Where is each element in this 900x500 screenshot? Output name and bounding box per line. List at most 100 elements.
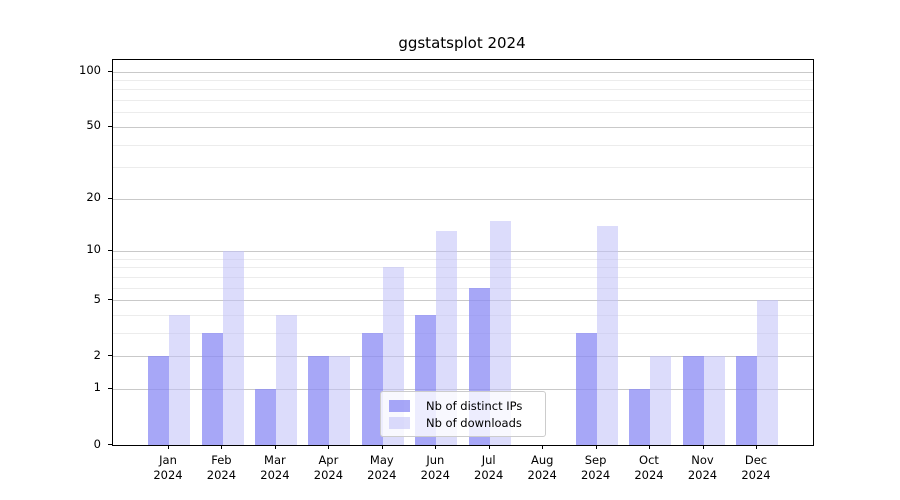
y-axis-tick (108, 70, 112, 72)
bar-distinct-ips (254, 388, 276, 445)
chart-title: ggstatsplot 2024 (398, 34, 526, 52)
y-axis-tick-label: 20 (86, 190, 101, 205)
x-tick-month: Oct (639, 453, 659, 467)
bar-downloads (757, 300, 778, 445)
x-axis-tick-label: Jul 2024 (457, 453, 521, 483)
x-axis-tick (595, 445, 597, 449)
bar-distinct-ips (575, 332, 597, 445)
minor-gridline (113, 89, 813, 91)
y-axis-tick-label: 2 (93, 347, 101, 362)
x-tick-month: May (369, 453, 394, 467)
x-tick-year: 2024 (741, 468, 771, 482)
minor-gridline (113, 144, 813, 146)
minor-gridline (113, 100, 813, 101)
y-axis-tick (108, 125, 112, 127)
bar-downloads (169, 314, 190, 445)
legend-swatch-distinct-ips (389, 399, 410, 412)
x-axis-tick (221, 445, 223, 449)
x-tick-month: Jan (159, 453, 177, 467)
x-axis-tick-label: Jun 2024 (403, 453, 467, 483)
legend-swatch-downloads (389, 416, 410, 429)
y-axis-tick-label: 100 (79, 63, 101, 77)
x-axis-tick-label: Aug 2024 (510, 453, 574, 483)
x-tick-month: Jun (426, 453, 445, 467)
x-tick-year: 2024 (634, 468, 664, 482)
y-axis-tick (108, 355, 112, 357)
y-axis-tick-label: 10 (86, 242, 101, 257)
legend-item-distinct-ips: Nb of distinct IPs (389, 399, 537, 413)
x-axis-tick (435, 445, 437, 449)
y-axis-tick-label: 1 (93, 380, 101, 395)
minor-gridline (113, 332, 813, 334)
x-tick-year: 2024 (367, 468, 397, 482)
x-tick-year: 2024 (420, 468, 450, 482)
minor-gridline (113, 276, 813, 278)
bar-distinct-ips (629, 388, 650, 445)
x-axis-tick-label: May 2024 (350, 453, 414, 483)
x-tick-year: 2024 (313, 468, 344, 482)
bar-distinct-ips (308, 356, 330, 445)
x-axis-tick (381, 445, 383, 449)
x-axis-tick-label: Oct 2024 (617, 453, 681, 483)
x-tick-year: 2024 (580, 468, 611, 482)
x-axis-tick-label: Jan 2024 (136, 453, 200, 483)
bar-distinct-ips (148, 356, 169, 445)
bar-downloads (222, 250, 244, 445)
x-tick-year: 2024 (153, 468, 183, 482)
bar-downloads (275, 314, 297, 445)
x-axis-tick (168, 445, 169, 449)
bar-distinct-ips (201, 332, 223, 445)
y-axis-tick (108, 197, 112, 199)
x-tick-month: Dec (744, 453, 768, 467)
bar-distinct-ips (736, 356, 757, 445)
bar-downloads (489, 220, 511, 445)
legend-item-downloads: Nb of downloads (389, 416, 537, 430)
major-gridline (113, 126, 813, 128)
x-axis-tick (274, 445, 276, 449)
major-gridline (113, 250, 813, 252)
minor-gridline (113, 287, 813, 289)
legend-label-downloads: Nb of downloads (426, 415, 522, 430)
legend-label-distinct-ips: Nb of distinct IPs (426, 398, 523, 413)
x-tick-month: Aug (530, 453, 554, 467)
x-axis-tick (649, 445, 650, 449)
y-axis-tick (108, 387, 112, 389)
y-axis-tick (108, 249, 112, 251)
bar-distinct-ips (682, 356, 704, 445)
minor-gridline (113, 112, 813, 114)
bar-downloads (329, 356, 351, 445)
minor-gridline (113, 79, 813, 81)
major-gridline (113, 388, 813, 390)
x-tick-year: 2024 (474, 468, 504, 482)
x-axis-tick-label: Dec 2024 (724, 453, 788, 483)
x-axis-tick (328, 445, 330, 449)
x-tick-month: Sep (584, 453, 607, 467)
x-axis-tick (488, 445, 490, 449)
y-axis-tick (108, 444, 112, 445)
y-axis-tick-label: 0 (93, 436, 101, 451)
x-axis-tick (702, 445, 704, 449)
x-axis-tick (542, 445, 544, 449)
x-axis-tick (756, 445, 757, 449)
x-tick-month: Jul (481, 453, 496, 467)
minor-gridline (113, 167, 813, 169)
x-tick-year: 2024 (206, 468, 237, 482)
x-axis-tick-label: Sep 2024 (564, 453, 628, 483)
major-gridline (113, 71, 813, 73)
x-tick-month: Feb (211, 453, 232, 467)
x-tick-year: 2024 (527, 468, 557, 482)
minor-gridline (113, 314, 813, 316)
x-axis-tick-label: Mar 2024 (243, 453, 307, 483)
x-tick-month: Nov (691, 453, 714, 467)
y-axis-tick-label: 5 (93, 291, 101, 306)
legend: Nb of distinct IPs Nb of downloads (380, 391, 546, 437)
x-axis-tick-label: Feb 2024 (189, 453, 253, 483)
x-tick-year: 2024 (260, 468, 290, 482)
x-axis-tick-label: Nov 2024 (671, 453, 735, 483)
bar-downloads (650, 356, 671, 445)
bar-distinct-ips (361, 332, 383, 445)
y-axis-tick (108, 299, 112, 300)
minor-gridline (113, 267, 813, 269)
minor-gridline (113, 258, 813, 260)
